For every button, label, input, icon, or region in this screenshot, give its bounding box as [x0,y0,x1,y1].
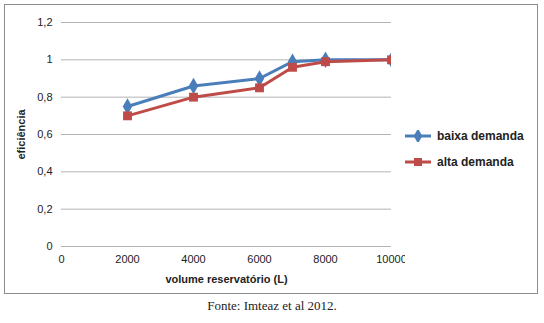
svg-text:2000: 2000 [115,253,139,265]
svg-text:0,2: 0,2 [37,203,52,215]
svg-text:6000: 6000 [247,253,271,265]
svg-text:1,2: 1,2 [37,16,52,28]
svg-text:0,6: 0,6 [37,128,52,140]
svg-text:volume reservatório (L): volume reservatório (L) [165,273,288,285]
svg-text:0,8: 0,8 [37,91,52,103]
html-text:Fonte: Imteaz et al 2012.: Fonte: Imteaz et al 2012. [207,298,337,313]
svg-text:0,4: 0,4 [37,165,52,177]
svg-text:0: 0 [58,253,64,265]
html-text:baixa demanda: baixa demanda [437,129,524,143]
svg-text:eficiência: eficiência [15,109,27,160]
svg-text:10000: 10000 [376,253,405,265]
svg-text:0: 0 [46,240,52,252]
svg-text:4000: 4000 [181,253,205,265]
svg-text:1: 1 [46,53,52,65]
html-text:alta demanda: alta demanda [437,155,514,169]
svg-text:8000: 8000 [313,253,337,265]
